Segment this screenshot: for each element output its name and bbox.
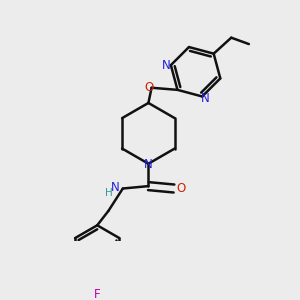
Text: O: O <box>177 182 186 195</box>
Text: N: N <box>111 181 120 194</box>
Text: O: O <box>145 81 154 94</box>
Text: H: H <box>105 188 113 197</box>
Text: N: N <box>162 58 170 72</box>
Text: N: N <box>201 92 210 105</box>
Text: F: F <box>94 288 101 300</box>
Text: N: N <box>144 158 153 171</box>
